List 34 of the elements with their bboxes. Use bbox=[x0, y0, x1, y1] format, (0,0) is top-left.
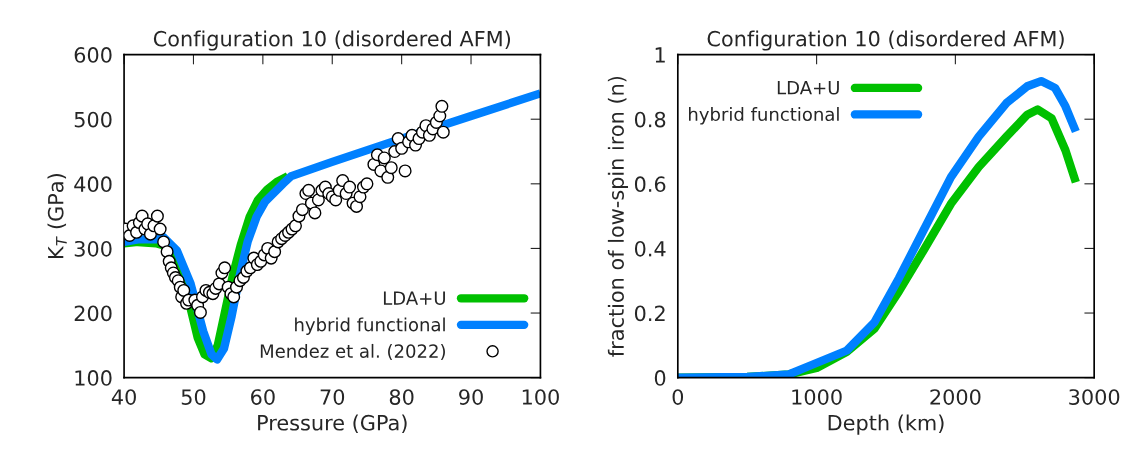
x-axis-title: Depth (km) bbox=[828, 414, 944, 435]
y-tick-label: 600 bbox=[74, 47, 112, 63]
legend-label: hybrid functional bbox=[295, 317, 445, 335]
x-tick-label: 3000 bbox=[1069, 389, 1120, 405]
x-tick-label: 50 bbox=[181, 389, 206, 405]
x-tick-label: 0 bbox=[672, 389, 684, 405]
y-axis-title: fraction of low-spin iron (n) bbox=[607, 76, 629, 357]
y-tick-label: 100 bbox=[75, 370, 112, 386]
x-tick-label: 80 bbox=[389, 389, 414, 405]
y-axis-title: K$_{T}$ (GPa) bbox=[47, 174, 67, 258]
x-tick-label: 90 bbox=[459, 389, 483, 405]
y-tick-label: 0.6 bbox=[634, 176, 666, 193]
y-tick-label: 500 bbox=[74, 111, 112, 128]
legend-label: hybrid functional bbox=[689, 107, 839, 125]
y-tick-label: 400 bbox=[74, 176, 112, 193]
y-tick-label: 0.2 bbox=[634, 305, 665, 322]
y-tick-label: 300 bbox=[74, 240, 112, 257]
y-tick-label: 1 bbox=[655, 47, 665, 63]
x-tick-label: 2000 bbox=[930, 389, 981, 405]
chart-title: Configuration 10 (disordered AFM) bbox=[707, 30, 1064, 51]
y-tick-label: 200 bbox=[74, 305, 112, 322]
x-axis-title: Pressure (GPa) bbox=[258, 414, 407, 434]
chart-title: Configuration 10 (disordered AFM) bbox=[153, 30, 511, 51]
y-tick-label: 0.4 bbox=[634, 240, 666, 257]
legend-label: LDA+U bbox=[383, 291, 445, 305]
x-tick-label: 60 bbox=[251, 389, 275, 405]
x-tick-label: 40 bbox=[111, 389, 136, 405]
y-tick-label: 0.8 bbox=[634, 111, 666, 128]
legend-label: Mendez et al. (2022) bbox=[260, 343, 445, 361]
legend-label: LDA+U bbox=[777, 81, 839, 95]
x-tick-label: 100 bbox=[522, 389, 559, 405]
x-tick-label: 70 bbox=[320, 389, 345, 405]
y-tick-label: 0 bbox=[654, 370, 666, 386]
x-tick-label: 1000 bbox=[792, 389, 842, 405]
